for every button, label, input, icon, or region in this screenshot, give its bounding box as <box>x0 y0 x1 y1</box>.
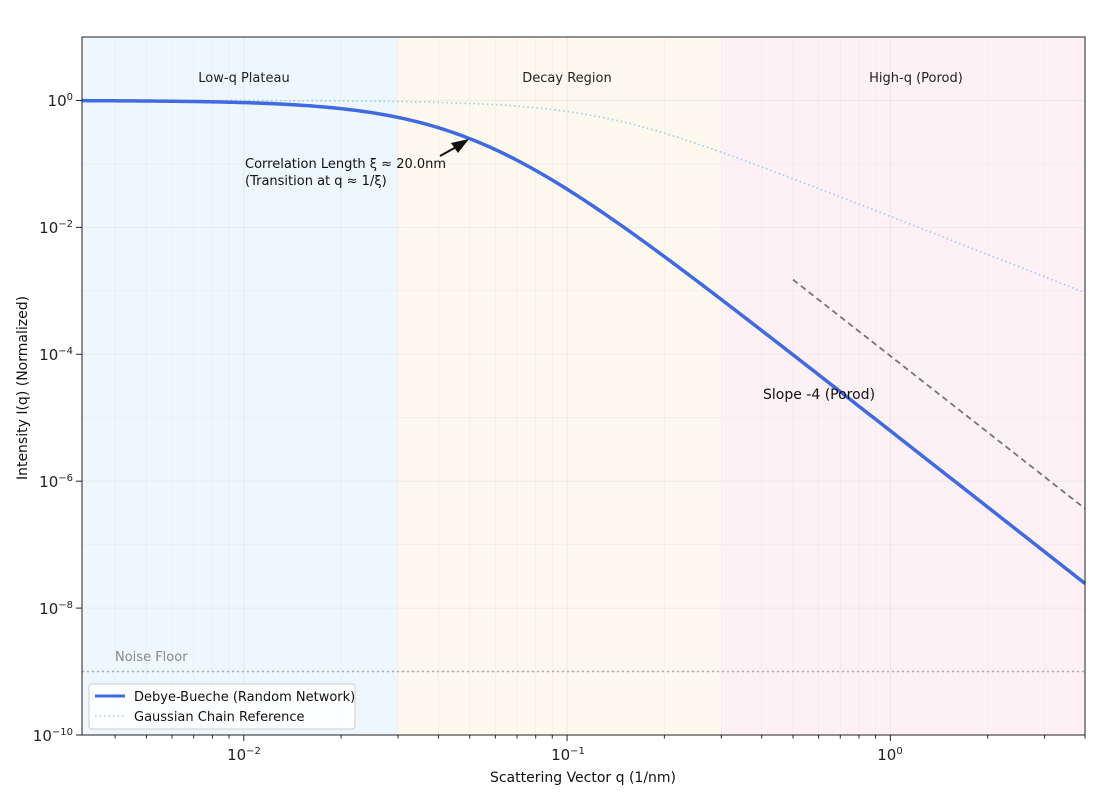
y-tick-label-1: 10−2 <box>39 219 73 237</box>
series-gaussian-chain <box>82 99 1086 294</box>
x-tick-label-1: 10−1 <box>551 746 585 764</box>
legend-box <box>88 683 356 730</box>
x-tick-label-2: 100 <box>877 746 902 764</box>
porod-reference-line <box>792 278 1086 510</box>
x-tick-label-0: 10−2 <box>227 746 261 764</box>
region-label-porod: High-q (Porod) <box>869 71 963 86</box>
legend-label-gaussian-chain: Gaussian Chain Reference <box>134 710 305 725</box>
shaded-regions <box>82 37 1085 735</box>
legend-label-debye-bueche: Debye-Bueche (Random Network) <box>134 690 355 705</box>
y-tick-label-0: 100 <box>48 92 73 110</box>
noise-floor-label: Noise Floor <box>115 650 188 665</box>
annotation-line-1: Correlation Length ξ ≈ 20.0nm <box>245 157 446 172</box>
y-tick-label-2: 10−4 <box>39 346 73 364</box>
porod-slope-label: Slope -4 (Porod) <box>763 387 875 403</box>
region-0 <box>82 37 399 735</box>
y-tick-label-3: 10−6 <box>39 473 73 491</box>
region-label-decay: Decay Region <box>522 71 611 86</box>
x-axis-title: Scattering Vector q (1/nm) <box>490 770 676 786</box>
annotation-line-2: (Transition at q ≈ 1/ξ) <box>245 174 387 189</box>
legend: Debye-Bueche (Random Network) Gaussian C… <box>88 683 356 730</box>
plot-frame <box>81 36 1086 736</box>
axis-ticks <box>76 99 1086 741</box>
region-1 <box>398 37 722 735</box>
series <box>81 98 1087 585</box>
y-axis-title: Intensity I(q) (Normalized) <box>15 296 31 480</box>
region-2 <box>721 37 1085 735</box>
series-debye-bueche <box>81 98 1087 585</box>
reference-lines <box>82 278 1086 673</box>
region-label-low-q: Low-q Plateau <box>198 71 289 86</box>
y-tick-label-5: 10−10 <box>33 727 73 745</box>
annotation-arrow <box>439 139 469 157</box>
y-tick-label-4: 10−8 <box>39 600 73 618</box>
